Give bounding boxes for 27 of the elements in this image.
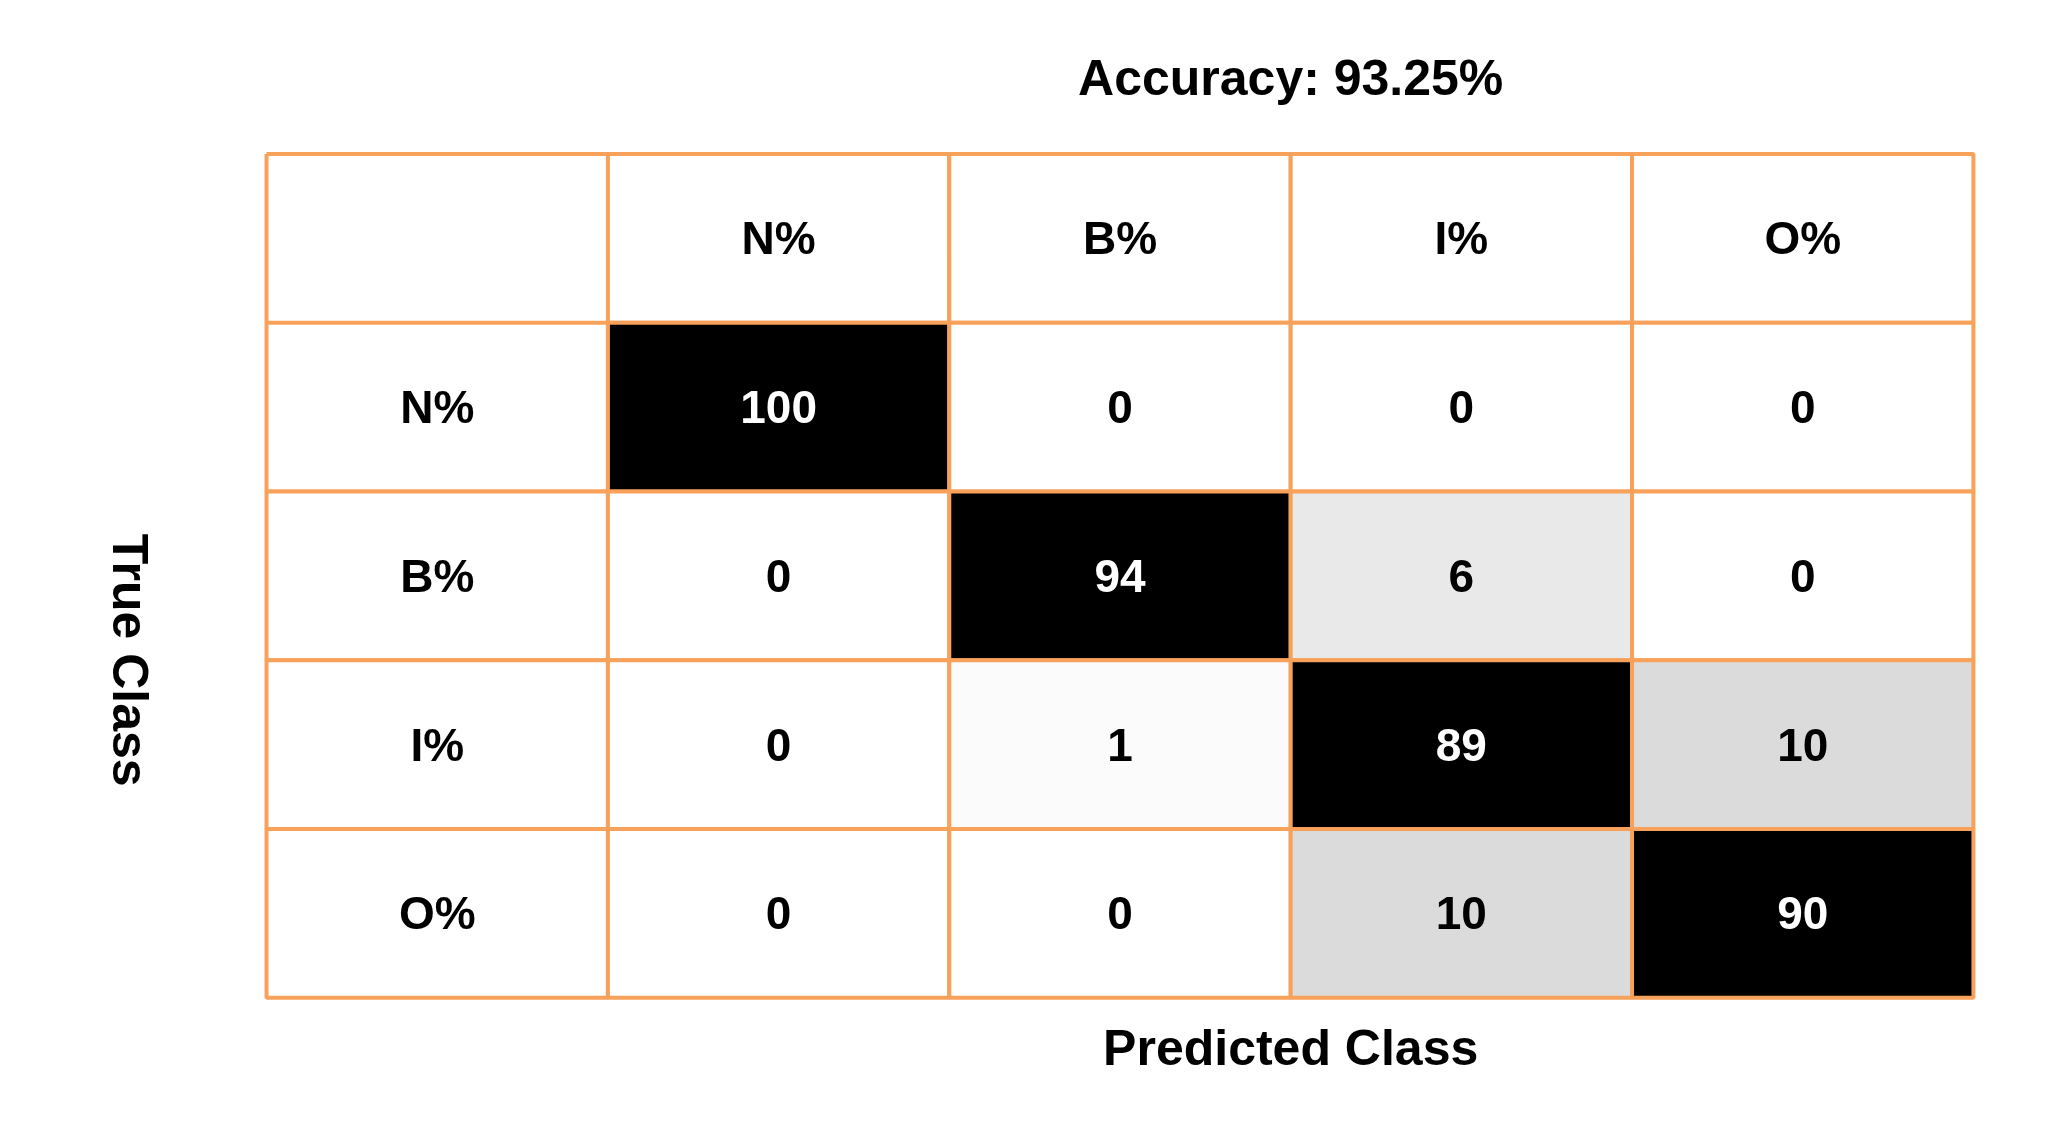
data-label: 1 (1107, 718, 1133, 771)
data-label: 89 (1435, 718, 1487, 771)
data-label: 94 (1094, 549, 1146, 602)
y-tick-label: N% (400, 381, 475, 434)
data-label: 0 (765, 549, 792, 602)
data-label: 6 (1448, 549, 1475, 602)
data-label: 10 (1435, 887, 1487, 940)
data-label: 90 (1777, 887, 1829, 940)
x-tick-label: I% (1434, 212, 1489, 265)
y-axis-title: True Class (101, 533, 158, 787)
x-axis-title: Predicted Class (1103, 1020, 1479, 1077)
y-tick-label: B% (400, 549, 475, 602)
data-label: 100 (740, 381, 817, 434)
x-tick-label: O% (1764, 212, 1842, 265)
y-tick-label: I% (410, 718, 465, 771)
data-label: 0 (765, 887, 792, 940)
data-label: 0 (1107, 887, 1133, 940)
data-label: 10 (1777, 718, 1829, 771)
x-tick-label: B% (1082, 212, 1158, 265)
x-tick-label: N% (741, 212, 816, 265)
y-tick-label: O% (398, 887, 476, 940)
data-label: 0 (1107, 381, 1133, 434)
chart-title: Accuracy: 93.25% (1078, 50, 1504, 106)
data-label: 0 (1789, 381, 1816, 434)
data-label: 0 (1448, 381, 1475, 434)
data-label: 0 (1789, 549, 1816, 602)
data-label: 0 (765, 718, 792, 771)
